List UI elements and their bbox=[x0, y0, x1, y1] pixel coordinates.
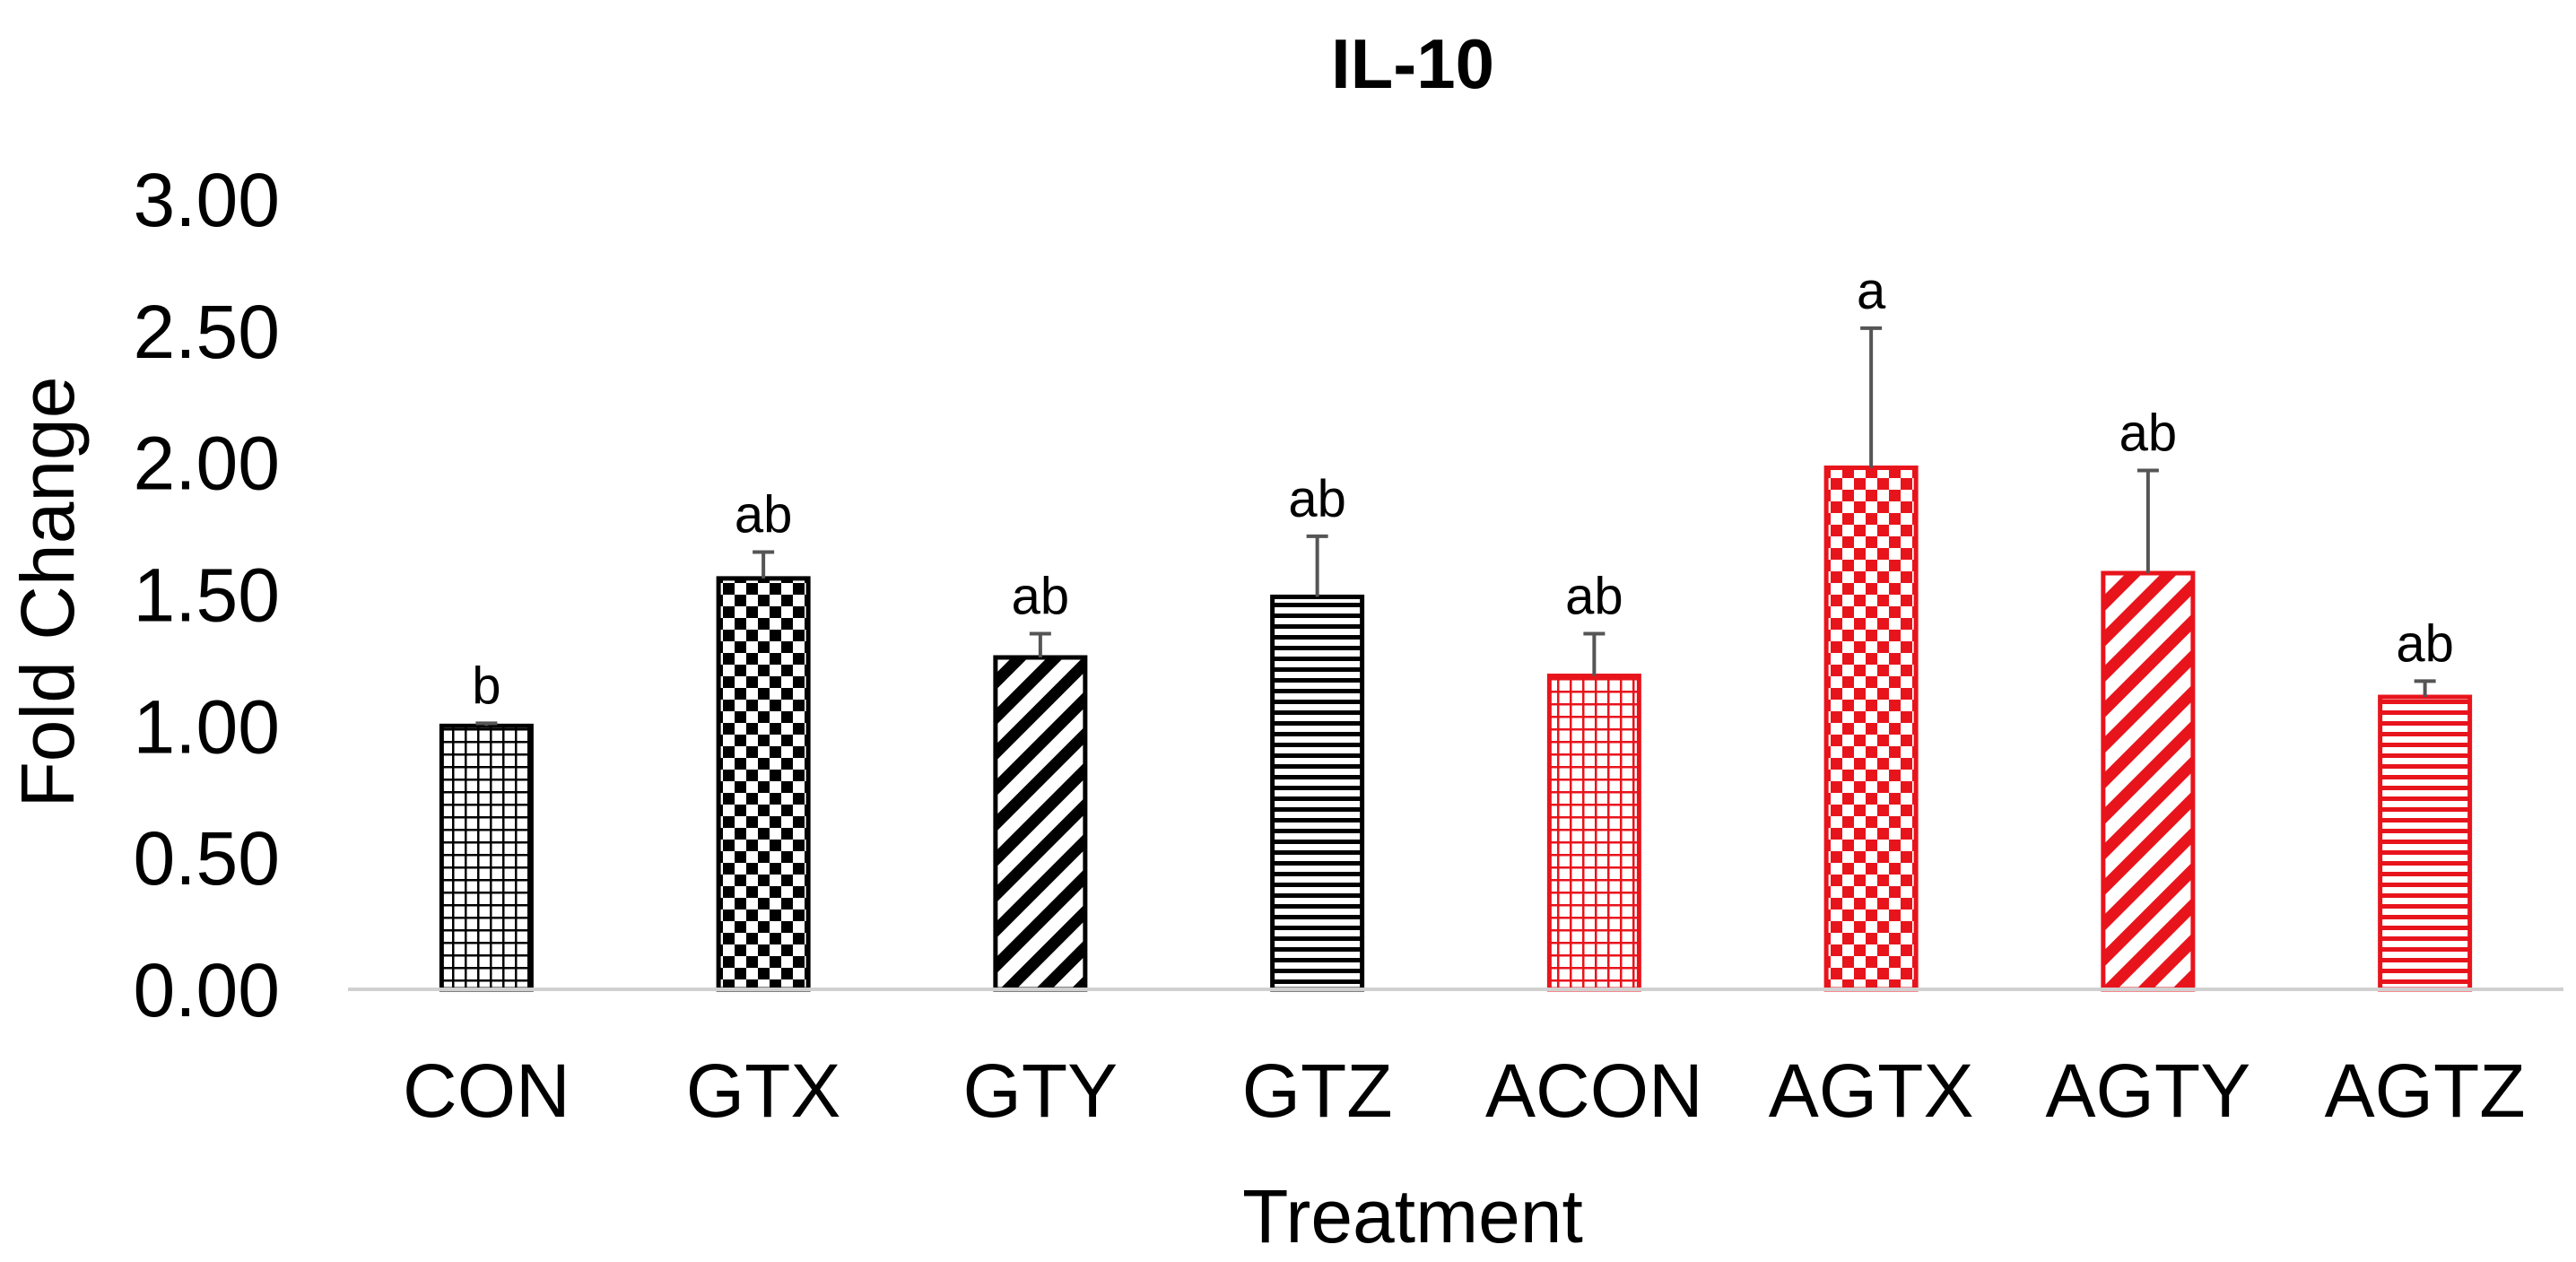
y-tick-label: 1.50 bbox=[134, 553, 281, 638]
bar-group-agty: ab bbox=[2101, 404, 2196, 992]
y-tick-label: 0.50 bbox=[134, 816, 281, 901]
y-axis-label: Fold Change bbox=[5, 377, 90, 808]
x-tick-label: ACON bbox=[1485, 1049, 1703, 1133]
y-tick-label: 2.00 bbox=[134, 422, 281, 506]
bar-group-acon: ab bbox=[1546, 568, 1641, 992]
bar-group-gtz: ab bbox=[1270, 470, 1365, 992]
chart-title: IL-10 bbox=[1331, 24, 1494, 103]
bar-agtz bbox=[2378, 694, 2473, 992]
x-tick-label: GTZ bbox=[1242, 1049, 1393, 1133]
y-tick-label: 0.00 bbox=[134, 948, 281, 1032]
x-tick-label: AGTX bbox=[1769, 1049, 1974, 1133]
x-axis: CON GTX GTY GTZ ACON AGTX AGTY AGTZ bbox=[403, 1049, 2526, 1133]
x-tick-label: AGTZ bbox=[2325, 1049, 2526, 1133]
x-axis-label: Treatment bbox=[1242, 1174, 1583, 1258]
significance-label: ab bbox=[1012, 568, 1070, 626]
bar-gty bbox=[993, 655, 1088, 992]
significance-label: ab bbox=[735, 486, 793, 544]
bar-gtz bbox=[1270, 594, 1365, 992]
bars: b ab ab ab ab a ab ab bbox=[439, 262, 2473, 992]
x-tick-label: GTY bbox=[963, 1049, 1118, 1133]
bar-agtx bbox=[1823, 466, 1919, 992]
y-tick-label: 2.50 bbox=[134, 290, 281, 374]
significance-label: ab bbox=[2119, 404, 2178, 462]
significance-label: ab bbox=[2396, 614, 2454, 673]
y-tick-label: 1.00 bbox=[134, 684, 281, 769]
bar-group-agtx: a bbox=[1823, 262, 1919, 992]
significance-label: ab bbox=[1565, 568, 1623, 626]
bar-group-gtx: ab bbox=[716, 486, 811, 992]
bar-agty bbox=[2101, 570, 2196, 992]
x-tick-label: CON bbox=[403, 1049, 570, 1133]
bar-group-con: b bbox=[439, 657, 534, 992]
y-tick-label: 3.00 bbox=[134, 158, 281, 242]
bar-group-gty: ab bbox=[993, 568, 1088, 992]
bar-acon bbox=[1546, 674, 1641, 992]
y-axis: 0.00 0.50 1.00 1.50 2.00 2.50 3.00 bbox=[134, 158, 281, 1032]
bar-con bbox=[439, 723, 534, 992]
significance-label: ab bbox=[1288, 470, 1346, 528]
x-tick-label: GTX bbox=[686, 1049, 841, 1133]
bar-group-agtz: ab bbox=[2378, 614, 2473, 992]
significance-label: b bbox=[472, 657, 500, 715]
x-tick-label: AGTY bbox=[2046, 1049, 2251, 1133]
bar-gtx bbox=[716, 576, 811, 992]
significance-label: a bbox=[1857, 262, 1886, 320]
